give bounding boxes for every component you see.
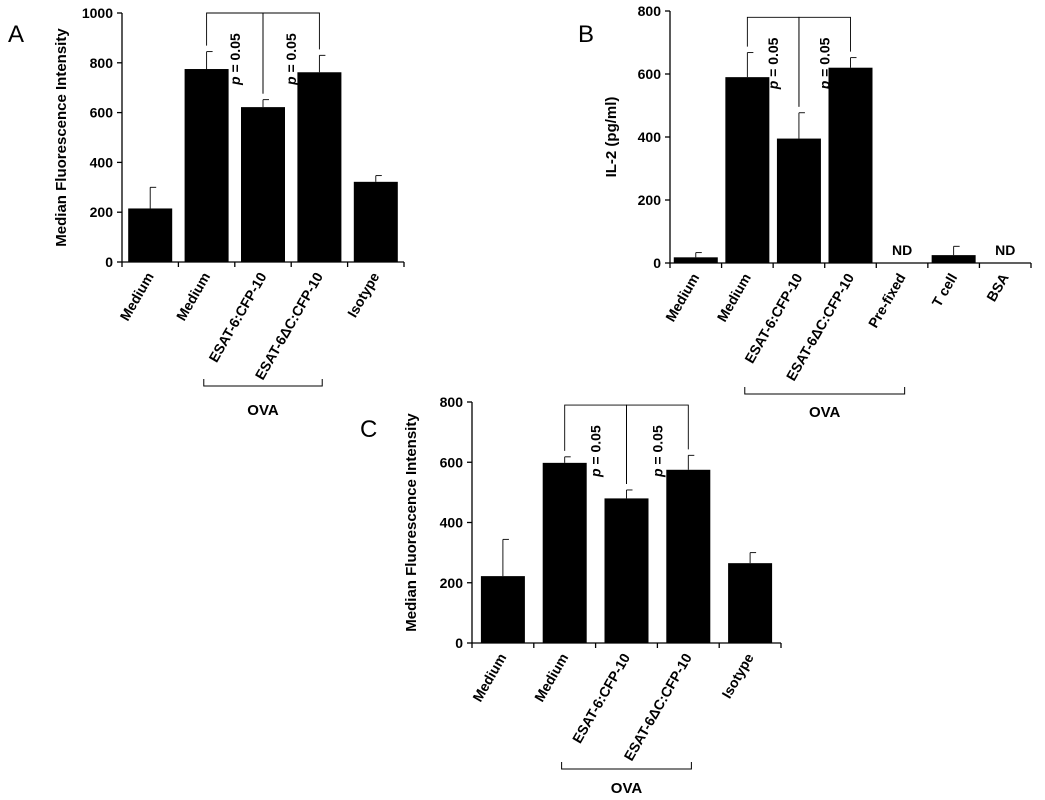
- y-axis-label: Median Fluorescence Intensity: [403, 413, 420, 632]
- p-value-label: p = 0.05: [588, 425, 604, 478]
- y-axis-label: Median Fluorescence Intensity: [53, 28, 70, 247]
- bar: [241, 107, 285, 262]
- value-label: ND: [995, 242, 1015, 258]
- panel-c: C Median Fluorescence Intensity 0 200 400 600…: [360, 394, 782, 797]
- bar: [776, 138, 821, 263]
- p-value-label: p = 0.05: [817, 37, 833, 90]
- value-label: ND: [892, 242, 912, 258]
- significance-bracket: [262, 12, 320, 94]
- category-label: Medium: [531, 651, 571, 705]
- bar: [353, 181, 398, 262]
- bar: [931, 255, 976, 263]
- category-label: Isotype: [718, 650, 756, 701]
- y-tick-label: 400: [440, 515, 464, 531]
- category-label: Pre-fixed: [865, 271, 909, 331]
- category-label: Medium: [469, 651, 509, 705]
- category-label: ESAT-6:CFP-10: [569, 650, 633, 746]
- p-value-label: p = 0.05: [283, 33, 299, 86]
- y-tick-label: 600: [90, 105, 114, 121]
- y-tick-label: 600: [638, 66, 662, 82]
- panel-letter: A: [8, 21, 24, 48]
- y-tick-label: 800: [90, 55, 114, 71]
- bar: [828, 67, 873, 263]
- p-value-label: p = 0.05: [227, 33, 243, 86]
- y-tick-label: 0: [653, 255, 661, 271]
- significance-bracket: [798, 16, 851, 107]
- y-tick-label: 200: [638, 192, 662, 208]
- group-bracket: [561, 762, 692, 770]
- bar: [184, 69, 229, 263]
- bar: [128, 208, 173, 262]
- category-label: Isotype: [344, 269, 382, 320]
- group-label: OVA: [809, 404, 841, 421]
- significance-bracket: [626, 404, 689, 484]
- y-tick-label: 400: [90, 154, 114, 170]
- y-tick-label: 400: [638, 129, 662, 145]
- bar: [666, 469, 711, 643]
- group-bracket: [203, 379, 323, 387]
- category-label: Medium: [714, 271, 754, 325]
- bar: [297, 72, 342, 263]
- bar: [673, 257, 718, 263]
- category-label: Medium: [116, 270, 156, 324]
- group-label: OVA: [611, 780, 643, 797]
- category-label: ESAT-6:CFP-10: [205, 269, 269, 365]
- bar: [728, 563, 773, 643]
- bar: [542, 462, 587, 643]
- category-label: Medium: [662, 271, 702, 325]
- bar: [604, 498, 649, 643]
- category-label: ESAT-6ΔC:CFP-10: [621, 650, 695, 763]
- panel-letter: C: [360, 416, 377, 443]
- group-bracket: [744, 387, 906, 395]
- p-value-label: p = 0.05: [649, 425, 665, 478]
- panel-a: A Median Fluorescence Intensity 0 200 400 600…: [8, 5, 405, 419]
- y-tick-label: 200: [440, 575, 464, 591]
- p-value-label: p = 0.05: [765, 37, 781, 90]
- y-tick-label: 1000: [82, 5, 113, 21]
- y-tick-label: 800: [440, 394, 464, 410]
- y-tick-label: 0: [455, 635, 463, 651]
- panel-letter: B: [578, 21, 594, 48]
- y-axis-label: IL-2 (pg/ml): [603, 97, 620, 178]
- y-tick-label: 800: [638, 3, 662, 19]
- y-tick-label: 200: [90, 204, 114, 220]
- category-label: BSA: [983, 271, 1012, 305]
- bar: [725, 77, 770, 264]
- group-label: OVA: [247, 402, 279, 419]
- y-tick-label: 600: [440, 454, 464, 470]
- y-tick-label: 0: [105, 254, 113, 270]
- category-label: Medium: [173, 270, 213, 324]
- bar: [480, 576, 525, 643]
- category-label: T cell: [928, 271, 960, 310]
